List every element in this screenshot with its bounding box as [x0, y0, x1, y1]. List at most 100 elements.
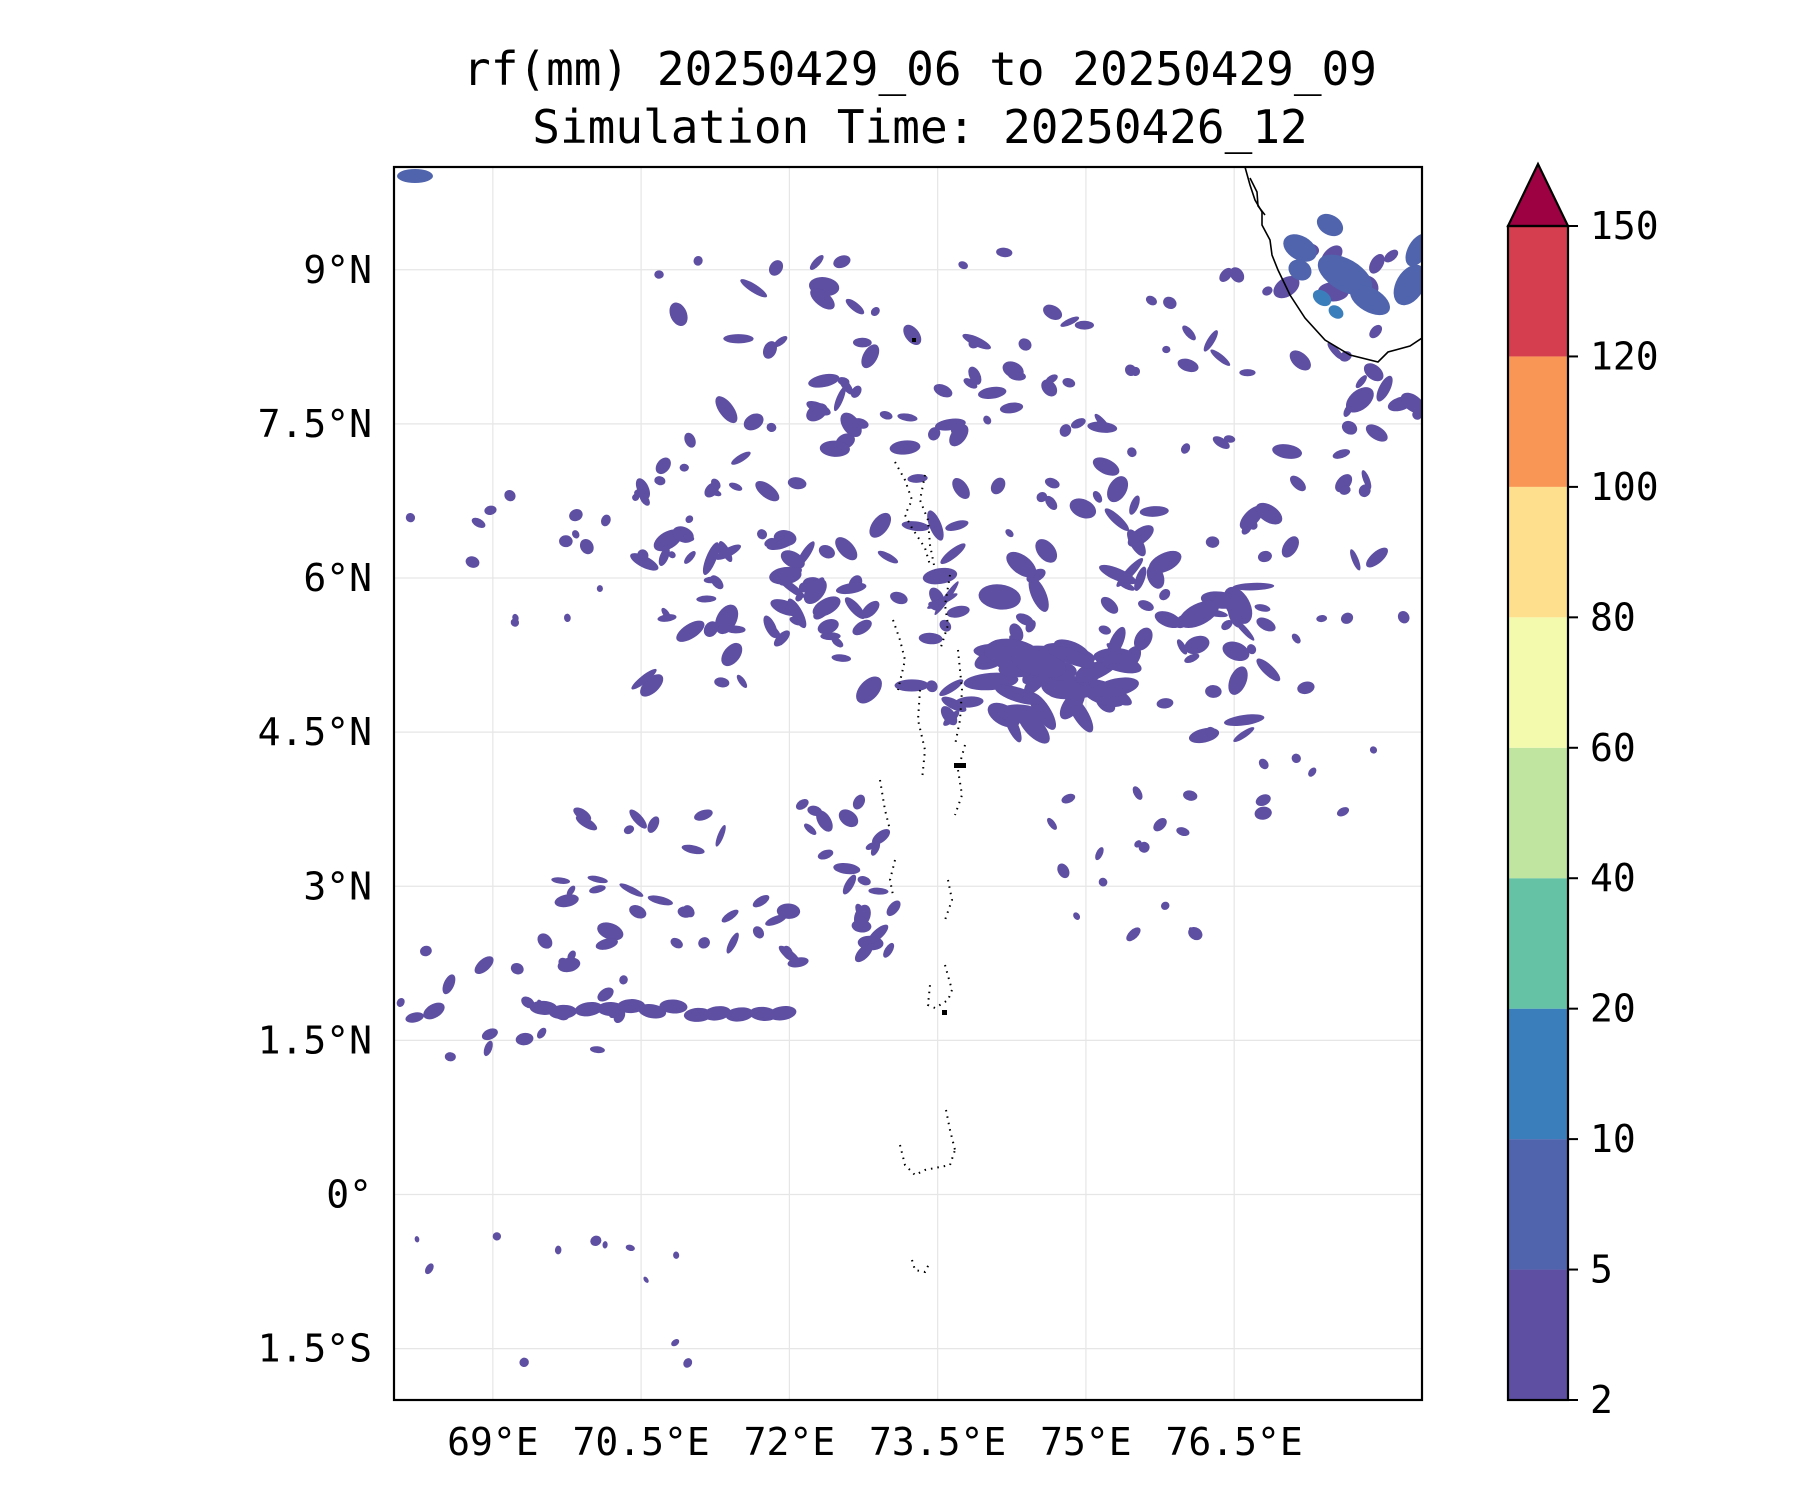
rain-cell	[1162, 345, 1171, 354]
rain-cell	[1188, 927, 1202, 939]
rain-cell	[1100, 596, 1119, 614]
rain-cell	[861, 600, 880, 619]
rain-cell	[1160, 901, 1170, 910]
rain-cell	[639, 492, 650, 506]
rain-cell	[817, 849, 834, 860]
rain-cell	[1205, 685, 1222, 698]
rain-cell	[1366, 547, 1388, 568]
rain-cell	[1281, 536, 1299, 558]
rain-cell	[1183, 790, 1198, 801]
rain-cell	[554, 1245, 562, 1255]
rain-cell	[484, 505, 497, 516]
rain-cell	[1094, 677, 1139, 698]
rain-cell	[597, 987, 614, 1002]
rain-cell	[1316, 615, 1328, 623]
rain-cell	[659, 999, 688, 1014]
rain-cell	[1227, 603, 1243, 628]
rain-cell	[1138, 841, 1150, 853]
rain-cell	[1126, 927, 1141, 942]
rain-cell	[808, 373, 840, 388]
rain-cell	[1127, 529, 1146, 557]
rain-cell	[693, 256, 703, 266]
rain-cell	[939, 619, 952, 632]
rain-cell	[1222, 641, 1250, 662]
rain-cell	[1035, 539, 1058, 563]
rain-cell	[1210, 349, 1231, 366]
rain-cell	[1148, 550, 1182, 574]
rain-cell	[776, 903, 801, 919]
rain-cell	[405, 1012, 424, 1023]
rain-cell	[1092, 457, 1120, 476]
rain-cell	[1397, 611, 1410, 624]
rain-cell	[725, 625, 746, 634]
rain-cell	[1350, 549, 1361, 571]
rain-cell	[637, 549, 649, 561]
rain-cell	[1184, 653, 1200, 663]
rain-cell	[835, 537, 858, 561]
lat-tick-label: 1.5°S	[258, 1327, 372, 1371]
rain-cell	[831, 654, 852, 662]
rain-cell	[1365, 424, 1388, 442]
rain-cell	[1254, 604, 1271, 612]
colorbar-tick-label: 120	[1590, 334, 1659, 378]
rain-cell	[595, 938, 618, 950]
rain-cell	[1133, 627, 1153, 651]
rain-cell	[963, 378, 978, 389]
rain-cell	[877, 550, 899, 564]
rain-cell	[1093, 647, 1134, 664]
rain-cell	[1256, 658, 1281, 682]
lat-tick-label: 9°N	[303, 248, 372, 292]
rain-cell	[1134, 566, 1147, 591]
rain-cell	[602, 1241, 608, 1249]
rain-cell	[1176, 827, 1190, 837]
rain-cell	[1159, 588, 1171, 601]
rain-cell	[714, 677, 730, 688]
map-frame	[392, 165, 1424, 1402]
rain-cell	[939, 679, 964, 697]
rain-cell	[718, 541, 733, 563]
colorbar-segment	[1508, 486, 1568, 618]
colorbar-tick-label: 20	[1590, 987, 1636, 1031]
rain-cell	[835, 582, 867, 595]
rain-cell	[1297, 681, 1315, 695]
rain-cell	[1205, 726, 1217, 738]
rain-cell	[1178, 600, 1219, 629]
rain-cell	[940, 543, 966, 565]
rain-cell	[619, 975, 628, 985]
rain-cell	[1070, 418, 1086, 429]
rain-cell	[1316, 213, 1344, 237]
rain-cell	[1256, 617, 1276, 632]
colorbar: 2 5 10 20 40 60 80 100 120 150	[1506, 161, 1659, 1422]
rain-cell	[782, 945, 794, 960]
rain-cell	[1361, 470, 1372, 490]
rain-cell	[655, 457, 671, 475]
rain-cell	[1328, 305, 1344, 319]
rain-cell	[1258, 758, 1269, 770]
rain-cell	[537, 933, 553, 949]
colorbar-tick-label: 5	[1590, 1248, 1613, 1292]
rain-cell	[1308, 767, 1317, 777]
map-title-line-1: rf(mm) 20250429_06 to 20250429_09	[463, 42, 1377, 96]
rain-cell	[579, 538, 594, 555]
rain-cell	[780, 550, 805, 569]
rain-cell	[1041, 379, 1058, 397]
rain-cell	[1011, 649, 1067, 678]
rain-cell	[696, 595, 717, 603]
rain-cell	[679, 463, 689, 472]
rain-cell	[1177, 358, 1199, 373]
rain-cell	[853, 904, 871, 928]
rain-cell	[510, 618, 520, 627]
rain-cell	[442, 974, 456, 995]
rain-cell	[414, 1236, 420, 1243]
rain-cell	[471, 517, 486, 529]
rain-cell	[694, 809, 713, 821]
rain-cell	[795, 798, 809, 810]
rain-cell	[483, 1040, 493, 1057]
rain-cell	[950, 423, 965, 439]
rain-cell	[752, 926, 765, 939]
india-coast-inlet	[1249, 177, 1266, 216]
rain-cell	[1283, 234, 1317, 262]
rain-cell	[596, 585, 603, 593]
rain-cell	[952, 477, 970, 500]
rain-cell	[789, 616, 803, 626]
